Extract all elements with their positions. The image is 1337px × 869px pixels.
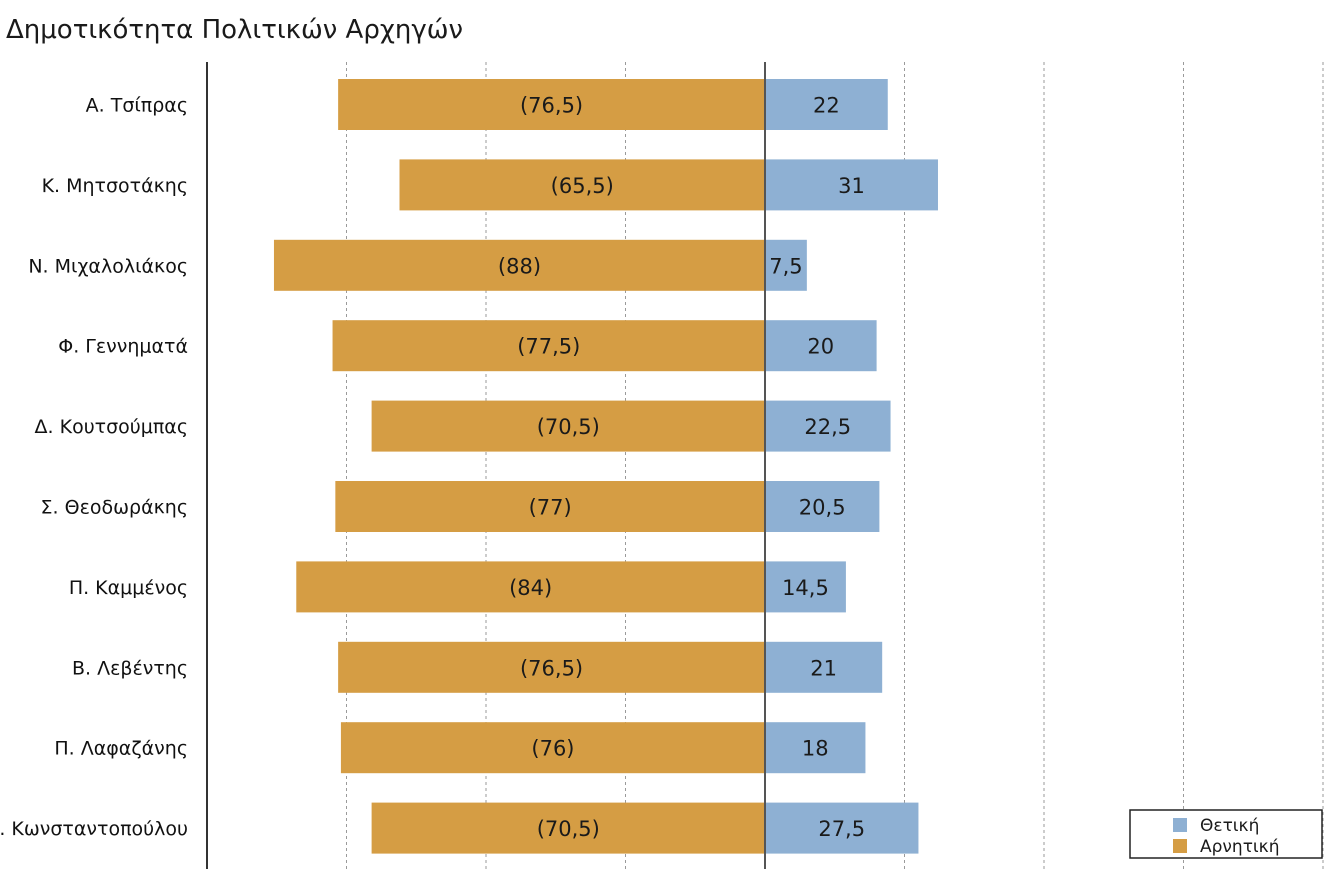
category-label: Δ. Κουτσούμπας <box>35 416 188 438</box>
bar-positive <box>765 722 866 774</box>
bar-positive <box>765 239 807 291</box>
legend-label: Αρνητική <box>1200 837 1279 857</box>
data-label-negative: (77,5) <box>517 335 580 359</box>
bar-negative <box>338 641 765 693</box>
bar-negative <box>296 561 765 613</box>
bar-negative <box>335 481 765 532</box>
data-label-positive: 21 <box>810 656 837 680</box>
bar-positive <box>765 400 891 452</box>
data-label-negative: (76,5) <box>520 94 583 118</box>
data-label-negative: (84) <box>509 576 552 600</box>
category-label: Φ. Γεννηματά <box>58 336 188 358</box>
data-label-positive: 18 <box>802 737 829 761</box>
bars <box>273 79 938 854</box>
bar-negative <box>273 239 765 291</box>
data-label-positive: 14,5 <box>782 576 829 600</box>
legend-label: Θετική <box>1200 816 1259 836</box>
data-label-positive: 31 <box>838 174 865 198</box>
category-label: Π. Καμμένος <box>69 577 188 599</box>
labels: Α. Τσίπρας (76,5) 22 Κ. Μητσοτάκης (65,5) 31 Ν… <box>0 94 865 842</box>
category-label: Π. Λαφαζάνης <box>54 738 188 760</box>
category-label: Ν. Μιχαλολιάκος <box>28 255 188 277</box>
axes <box>206 62 766 869</box>
bar-positive <box>765 641 883 693</box>
category-label: Κ. Μητσοτάκης <box>42 175 188 197</box>
data-label-negative: (76) <box>531 737 574 761</box>
category-label: Ζ. Κωνσταντοπούλου <box>0 818 188 840</box>
legend-swatch <box>1173 839 1187 853</box>
data-label-negative: (65,5) <box>551 174 614 198</box>
data-label-negative: (70,5) <box>537 817 600 841</box>
bar-positive <box>765 320 877 372</box>
legend-box <box>1129 809 1323 859</box>
bar-positive <box>765 481 880 532</box>
data-label-negative: (88) <box>498 254 541 278</box>
data-label-positive: 7,5 <box>769 254 802 278</box>
data-label-negative: (70,5) <box>537 415 600 439</box>
bar-negative <box>338 79 765 130</box>
bar-negative <box>399 159 765 211</box>
data-label-positive: 22,5 <box>804 415 851 439</box>
legend-swatch <box>1173 818 1187 832</box>
data-label-positive: 20 <box>807 335 834 359</box>
data-label-positive: 22 <box>813 94 840 118</box>
bar-positive <box>765 561 846 613</box>
chart-title: Δημοτικότητα Πολιτικών Αρχηγών <box>6 15 463 45</box>
bar-positive <box>765 79 888 130</box>
data-label-positive: 27,5 <box>818 817 865 841</box>
bar-positive <box>765 802 919 854</box>
bar-negative <box>332 320 765 372</box>
data-label-positive: 20,5 <box>799 496 846 520</box>
category-label: Σ. Θεοδωράκης <box>41 497 188 519</box>
category-label: Β. Λεβέντης <box>72 657 188 679</box>
bar-negative <box>371 400 765 452</box>
category-label: Α. Τσίπρας <box>86 95 188 117</box>
data-label-negative: (77) <box>529 496 572 520</box>
bar-negative <box>340 722 765 774</box>
bar-negative <box>371 802 765 854</box>
data-label-negative: (76,5) <box>520 656 583 680</box>
bar-positive <box>765 159 938 211</box>
